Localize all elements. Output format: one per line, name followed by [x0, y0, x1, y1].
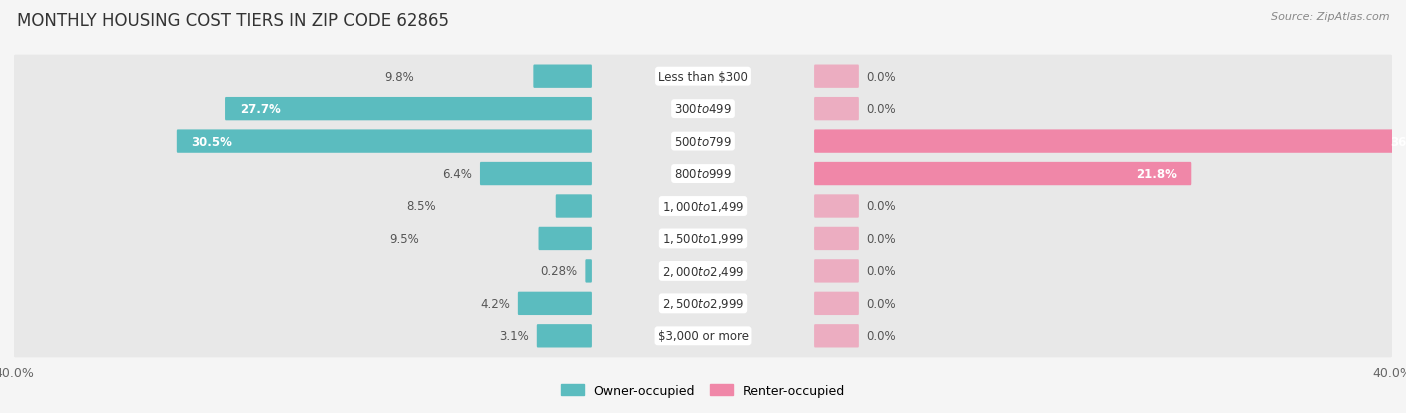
- Text: 36.6%: 36.6%: [1391, 135, 1406, 148]
- Text: $1,000 to $1,499: $1,000 to $1,499: [662, 199, 744, 214]
- Text: $2,000 to $2,499: $2,000 to $2,499: [662, 264, 744, 278]
- FancyBboxPatch shape: [814, 98, 859, 121]
- Text: $300 to $499: $300 to $499: [673, 103, 733, 116]
- Text: 0.0%: 0.0%: [866, 103, 896, 116]
- Text: 3.1%: 3.1%: [499, 330, 529, 342]
- FancyBboxPatch shape: [13, 55, 1393, 98]
- FancyBboxPatch shape: [814, 292, 859, 315]
- Text: 4.2%: 4.2%: [481, 297, 510, 310]
- FancyBboxPatch shape: [533, 65, 592, 89]
- Text: 21.8%: 21.8%: [1136, 168, 1177, 180]
- Text: 0.0%: 0.0%: [866, 233, 896, 245]
- Text: 0.0%: 0.0%: [866, 71, 896, 83]
- FancyBboxPatch shape: [13, 88, 1393, 131]
- FancyBboxPatch shape: [537, 324, 592, 348]
- Text: 9.5%: 9.5%: [389, 233, 419, 245]
- Text: $500 to $799: $500 to $799: [673, 135, 733, 148]
- FancyBboxPatch shape: [814, 130, 1406, 153]
- Legend: Owner-occupied, Renter-occupied: Owner-occupied, Renter-occupied: [557, 379, 849, 402]
- FancyBboxPatch shape: [517, 292, 592, 315]
- FancyBboxPatch shape: [13, 315, 1393, 358]
- Text: 30.5%: 30.5%: [191, 135, 232, 148]
- FancyBboxPatch shape: [538, 227, 592, 251]
- Text: $800 to $999: $800 to $999: [673, 168, 733, 180]
- FancyBboxPatch shape: [814, 260, 859, 283]
- Text: $2,500 to $2,999: $2,500 to $2,999: [662, 297, 744, 311]
- Text: 0.0%: 0.0%: [866, 297, 896, 310]
- FancyBboxPatch shape: [177, 130, 592, 153]
- FancyBboxPatch shape: [13, 282, 1393, 325]
- Text: MONTHLY HOUSING COST TIERS IN ZIP CODE 62865: MONTHLY HOUSING COST TIERS IN ZIP CODE 6…: [17, 12, 449, 30]
- Text: 0.0%: 0.0%: [866, 200, 896, 213]
- Text: $1,500 to $1,999: $1,500 to $1,999: [662, 232, 744, 246]
- FancyBboxPatch shape: [13, 250, 1393, 293]
- FancyBboxPatch shape: [13, 217, 1393, 260]
- FancyBboxPatch shape: [225, 98, 592, 121]
- FancyBboxPatch shape: [814, 195, 859, 218]
- Text: 9.8%: 9.8%: [384, 71, 413, 83]
- FancyBboxPatch shape: [814, 162, 1191, 186]
- Text: $3,000 or more: $3,000 or more: [658, 330, 748, 342]
- FancyBboxPatch shape: [13, 153, 1393, 196]
- Text: 6.4%: 6.4%: [443, 168, 472, 180]
- Text: 8.5%: 8.5%: [406, 200, 436, 213]
- FancyBboxPatch shape: [814, 65, 859, 89]
- Text: 0.0%: 0.0%: [866, 330, 896, 342]
- FancyBboxPatch shape: [479, 162, 592, 186]
- Text: 0.28%: 0.28%: [540, 265, 578, 278]
- FancyBboxPatch shape: [814, 324, 859, 348]
- Text: Less than $300: Less than $300: [658, 71, 748, 83]
- FancyBboxPatch shape: [585, 260, 592, 283]
- Text: Source: ZipAtlas.com: Source: ZipAtlas.com: [1271, 12, 1389, 22]
- FancyBboxPatch shape: [814, 227, 859, 251]
- FancyBboxPatch shape: [555, 195, 592, 218]
- FancyBboxPatch shape: [13, 185, 1393, 228]
- FancyBboxPatch shape: [13, 120, 1393, 163]
- Text: 27.7%: 27.7%: [239, 103, 280, 116]
- Text: 0.0%: 0.0%: [866, 265, 896, 278]
